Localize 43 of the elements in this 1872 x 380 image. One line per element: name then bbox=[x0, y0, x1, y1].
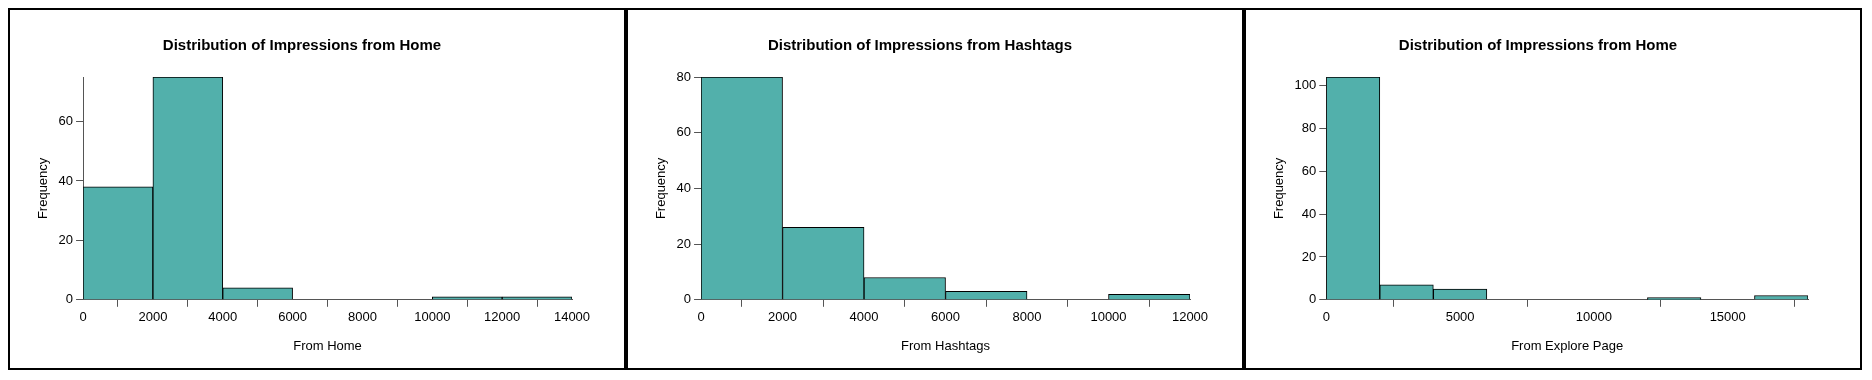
y-tick-label: 0 bbox=[1309, 290, 1317, 306]
x-tick-label: 0 bbox=[697, 308, 705, 324]
y-tick-label: 60 bbox=[1301, 162, 1317, 178]
x-axis-title: From Hashtags bbox=[901, 337, 991, 353]
x-tick-label: 2000 bbox=[138, 308, 168, 324]
x-tick-label: 6000 bbox=[278, 308, 308, 324]
x-tick-label: 5000 bbox=[1445, 308, 1475, 324]
chart-title: Distribution of Impressions from Home bbox=[1398, 35, 1678, 53]
x-tick-label: 12000 bbox=[484, 308, 521, 324]
y-tick-label: 100 bbox=[1294, 76, 1317, 92]
x-tick-label: 10000 bbox=[1090, 308, 1127, 324]
x-tick-label: 10000 bbox=[414, 308, 451, 324]
y-tick-label: 20 bbox=[1301, 248, 1317, 264]
x-axis-title: From Explore Page bbox=[1511, 337, 1624, 353]
x-tick-label: 6000 bbox=[931, 308, 960, 324]
x-tick-label: 0 bbox=[79, 308, 87, 324]
y-axis-title: Frequency bbox=[653, 156, 669, 219]
x-tick-label: 8000 bbox=[347, 308, 377, 324]
y-tick-label: 0 bbox=[65, 290, 74, 306]
x-tick-label: 4000 bbox=[849, 308, 879, 324]
x-tick-label: 14000 bbox=[553, 308, 591, 324]
y-tick-label: 80 bbox=[676, 68, 692, 84]
x-tick-label: 12000 bbox=[1171, 308, 1209, 324]
y-axis-title: Frequency bbox=[1271, 156, 1287, 219]
y-tick-label: 40 bbox=[1301, 205, 1317, 221]
x-tick-label: 0 bbox=[1322, 308, 1330, 324]
y-tick-label: 80 bbox=[1301, 119, 1317, 135]
y-tick-label: 60 bbox=[58, 112, 74, 128]
chart-title: Distribution of Impressions from Hashtags bbox=[767, 35, 1073, 53]
chart-title: Distribution of Impressions from Home bbox=[162, 35, 442, 53]
x-axis-title: From Home bbox=[293, 337, 362, 353]
y-axis-title: Frequency bbox=[35, 156, 51, 219]
x-tick-label: 4000 bbox=[208, 308, 238, 324]
y-tick-label: 20 bbox=[58, 231, 74, 247]
x-tick-label: 2000 bbox=[768, 308, 798, 324]
y-tick-label: 20 bbox=[676, 235, 692, 251]
y-tick-label: 60 bbox=[676, 123, 692, 139]
y-tick-label: 0 bbox=[683, 290, 692, 306]
x-tick-label: 8000 bbox=[1012, 308, 1042, 324]
x-tick-label: 10000 bbox=[1575, 308, 1612, 324]
x-tick-label: 15000 bbox=[1709, 308, 1746, 324]
y-tick-label: 40 bbox=[58, 172, 74, 188]
y-tick-label: 40 bbox=[676, 179, 692, 195]
